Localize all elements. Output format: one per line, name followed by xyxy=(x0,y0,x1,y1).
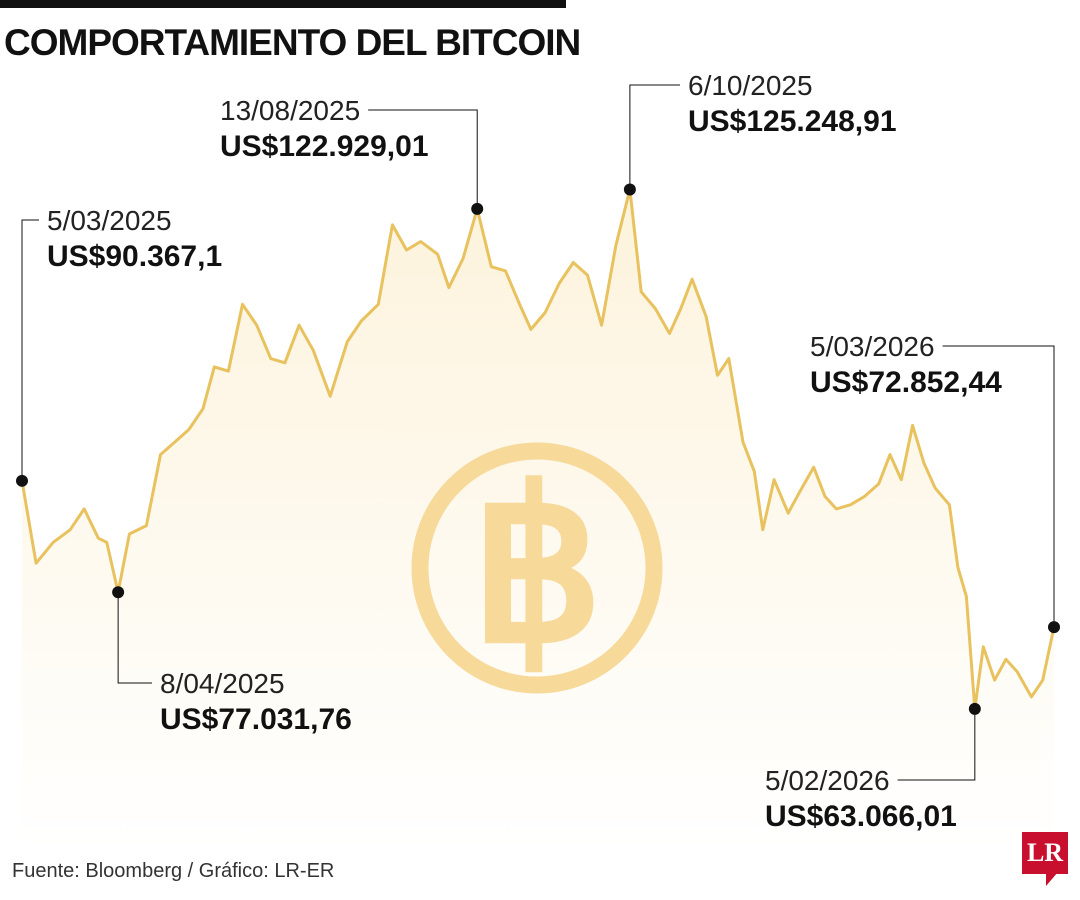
top-rule xyxy=(0,0,566,8)
annotation-date: 6/10/2025 xyxy=(688,70,813,101)
marker-dot xyxy=(16,474,28,487)
leader-line xyxy=(117,592,152,684)
marker-dot xyxy=(1048,621,1060,634)
leader-line xyxy=(21,219,39,481)
area-fill xyxy=(22,189,1054,850)
leader-line xyxy=(897,708,976,781)
annotation-value: US$63.066,01 xyxy=(765,800,957,833)
annotation-value: US$125.248,91 xyxy=(688,105,897,138)
annotation-value: US$77.031,76 xyxy=(160,703,352,736)
leader-line xyxy=(629,84,680,190)
price-line xyxy=(20,187,1056,711)
annotation-date: 5/03/2025 xyxy=(47,205,172,236)
annotation-6: 5/03/2026 US$72.852,44 xyxy=(810,331,1060,634)
marker-dot xyxy=(471,202,484,215)
annotation-value: US$72.852,44 xyxy=(810,366,1002,399)
annotation-1: 5/03/2025 US$90.367,1 xyxy=(16,205,222,487)
source-note: Fuente: Bloomberg / Gráfico: LR-ER xyxy=(12,860,335,882)
annotation-5: 5/02/2026 US$63.066,01 xyxy=(765,702,981,833)
annotation-date: 8/04/2025 xyxy=(160,668,285,699)
marker-dot xyxy=(112,586,125,599)
chart-title: COMPORTAMIENTO DEL BITCOIN xyxy=(4,22,581,63)
leader-line xyxy=(942,345,1055,628)
annotation-2: 8/04/2025 US$77.031,76 xyxy=(112,586,352,736)
annotation-value: US$122.929,01 xyxy=(220,130,429,163)
lr-logo-tail xyxy=(1046,872,1058,886)
leader-line xyxy=(368,109,478,209)
marker-dot xyxy=(968,702,981,715)
annotation-4: 6/10/2025 US$125.248,91 xyxy=(623,70,897,196)
lr-logo: LR xyxy=(1022,832,1068,874)
annotation-value: US$90.367,1 xyxy=(47,240,222,273)
annotation-date: 5/02/2026 xyxy=(765,765,890,796)
bitcoin-icon: ฿ xyxy=(411,442,663,694)
marker-dot xyxy=(623,183,636,196)
annotation-date: 5/03/2026 xyxy=(810,331,935,362)
annotation-3: 13/08/2025 US$122.929,01 xyxy=(220,95,484,215)
svg-text:฿: ฿ xyxy=(470,450,604,685)
annotation-date: 13/08/2025 xyxy=(220,95,360,126)
